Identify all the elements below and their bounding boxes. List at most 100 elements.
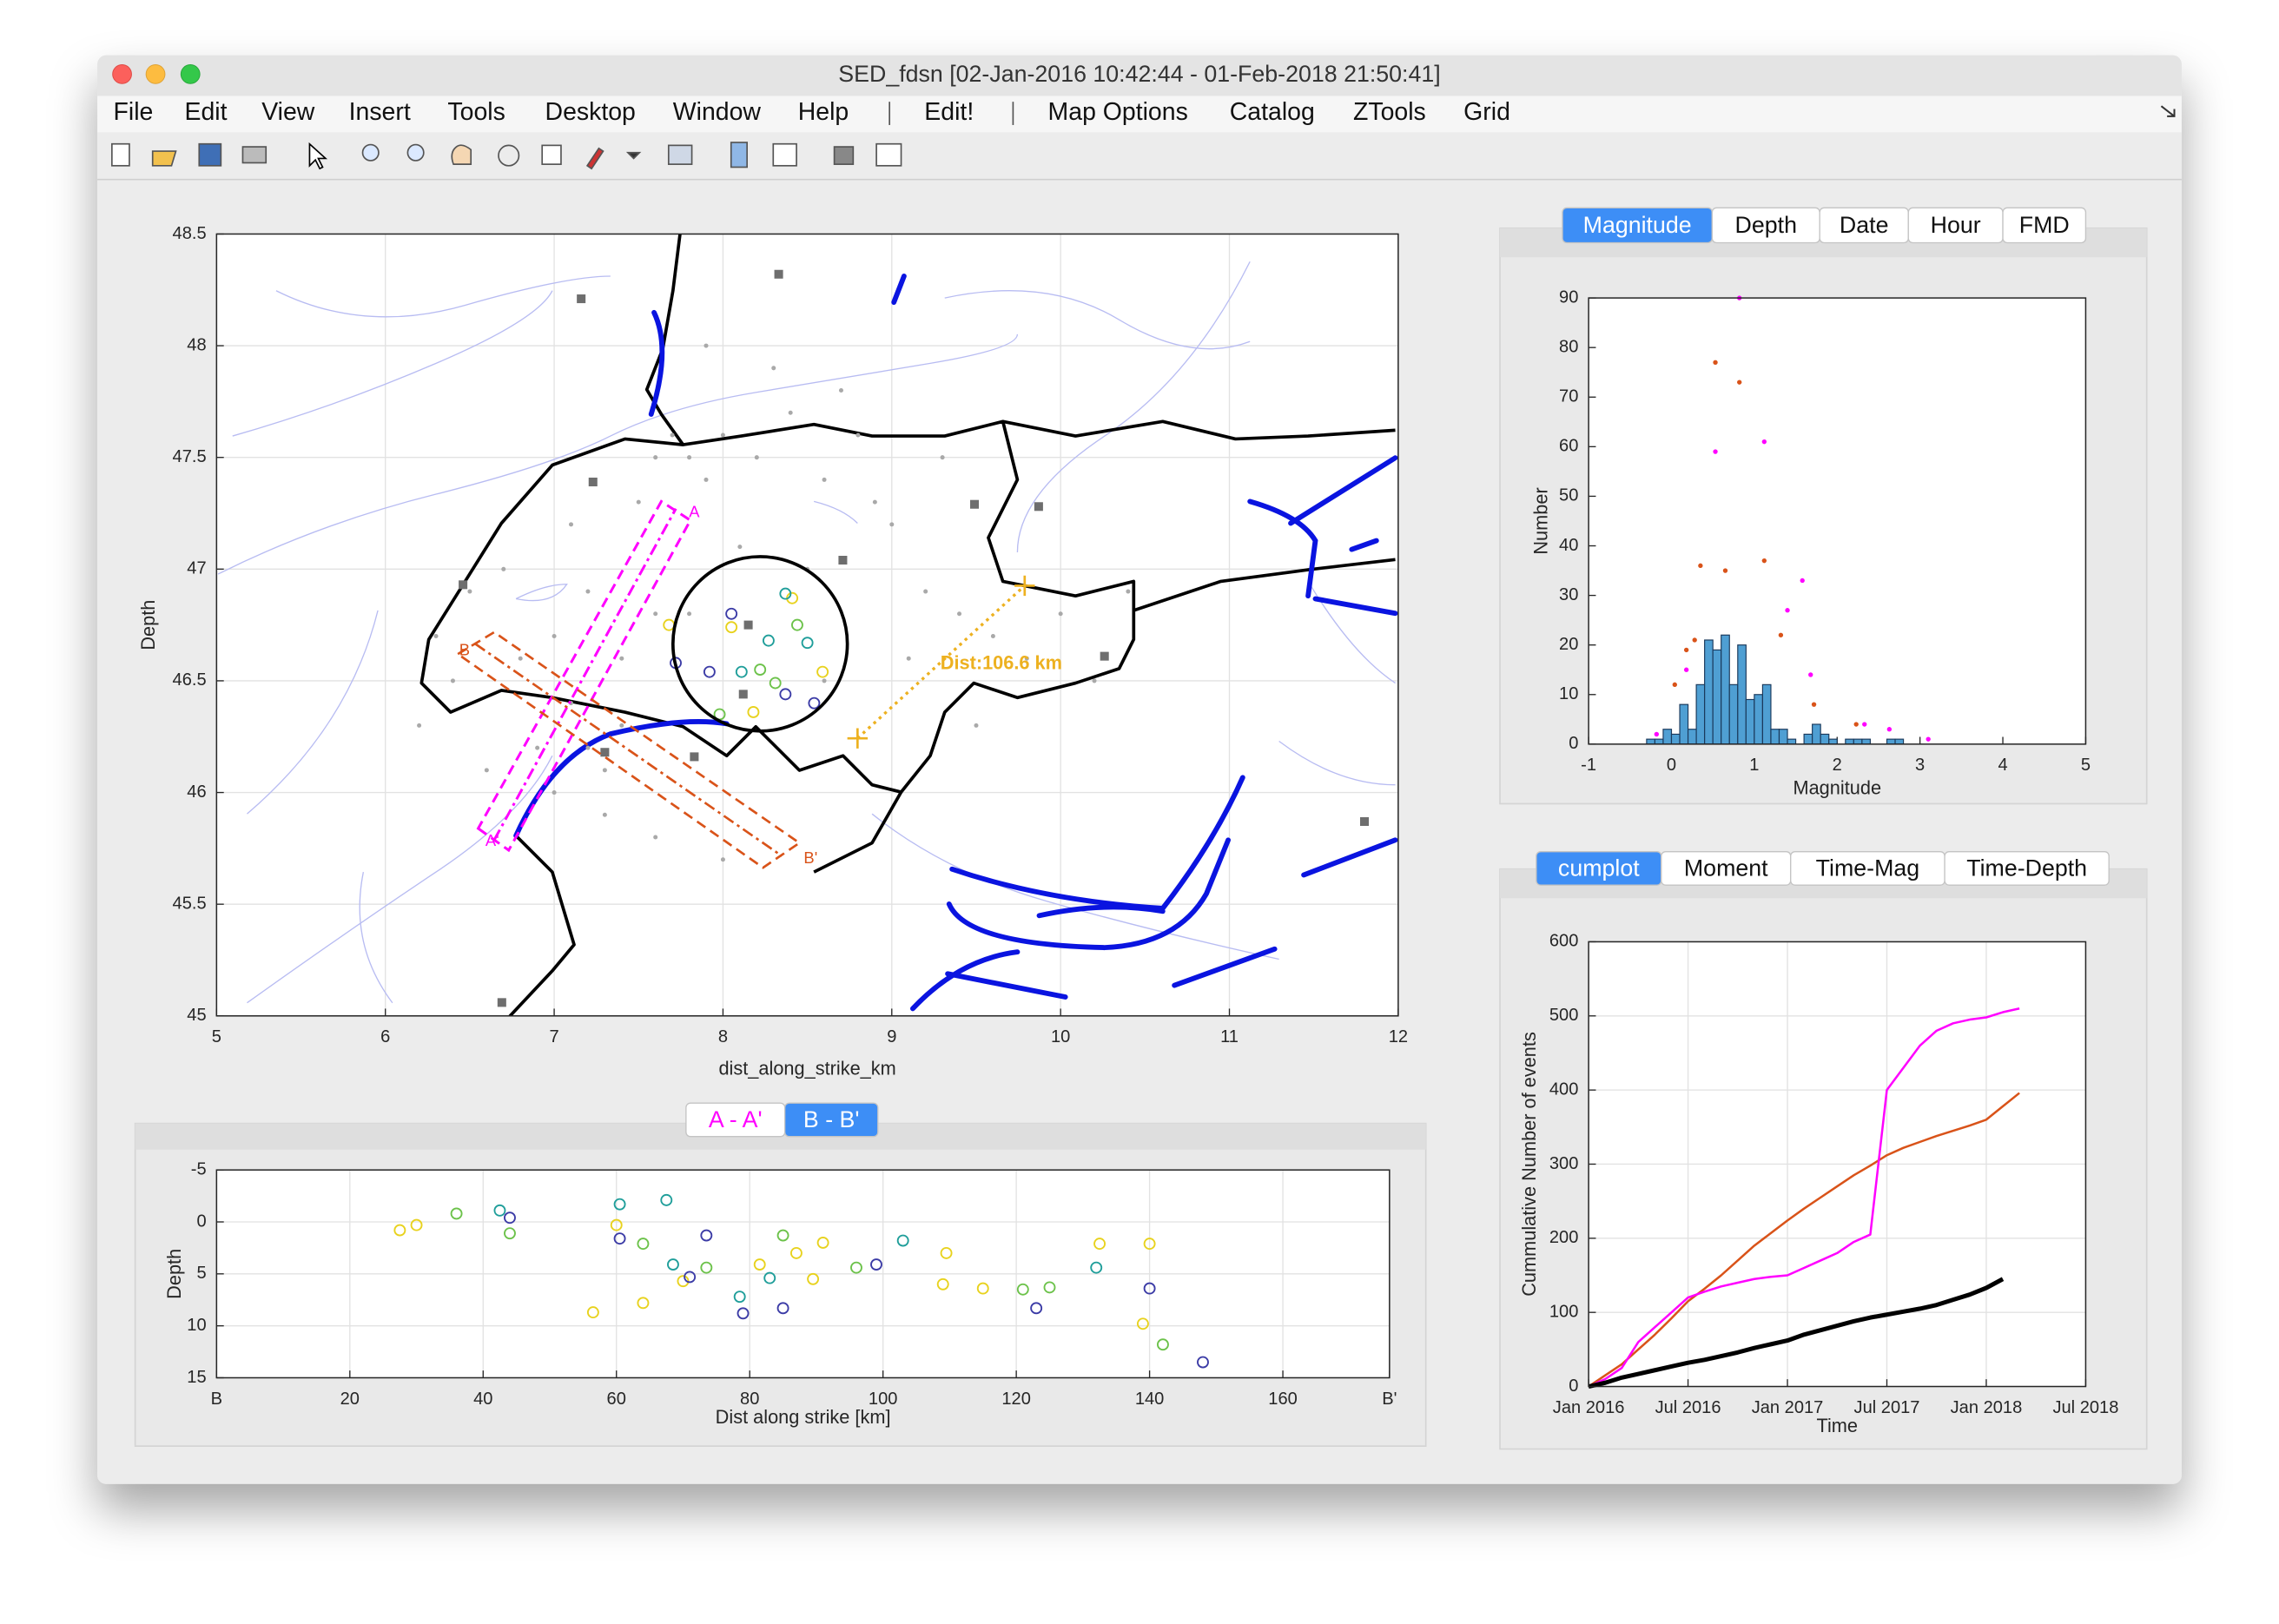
y-tick-label: 100 (1549, 1302, 1579, 1321)
tab-label[interactable]: Magnitude (1583, 212, 1692, 238)
point (1761, 558, 1767, 564)
menu-item[interactable]: Grid (1463, 98, 1510, 126)
tab-label[interactable]: Moment (1684, 855, 1768, 881)
y-tick-label: 80 (1559, 337, 1578, 356)
profile-a-axis (492, 508, 677, 842)
event (838, 388, 843, 393)
event (700, 1229, 713, 1242)
point (1698, 563, 1703, 569)
new-icon[interactable] (111, 142, 130, 167)
zoom-in-icon[interactable] (361, 143, 380, 162)
bar (1687, 729, 1697, 745)
x-tick-label: Jan 2018 (1951, 1398, 2023, 1417)
x-tick-label: 160 (1268, 1390, 1298, 1409)
event (771, 366, 776, 371)
event (501, 566, 506, 571)
histogram-background (1589, 298, 2086, 744)
legend-icon[interactable] (772, 142, 797, 167)
point (1853, 722, 1859, 727)
close-button[interactable] (112, 63, 132, 84)
tab[interactable] (1944, 851, 2110, 886)
menu-item[interactable]: View (261, 98, 315, 126)
station (459, 580, 468, 590)
minimize-button[interactable] (145, 63, 166, 84)
brush-icon[interactable] (585, 147, 604, 170)
event (763, 1271, 776, 1284)
event (1157, 1338, 1169, 1351)
event (613, 1198, 626, 1211)
menu-expand[interactable] (2160, 105, 2176, 117)
menu-item[interactable]: Help (798, 98, 849, 126)
x-tick-label: 8 (718, 1027, 728, 1046)
save-icon[interactable] (198, 142, 222, 167)
print-icon[interactable] (241, 146, 268, 164)
event (585, 745, 591, 750)
event (493, 1204, 506, 1217)
zoom-button[interactable] (180, 63, 201, 84)
y-tick-label: 46.5 (173, 670, 207, 690)
event (653, 835, 658, 840)
menu-item[interactable]: Edit (185, 98, 228, 126)
menu-item[interactable]: Map Options (1048, 98, 1188, 126)
tab-label[interactable]: Depth (1735, 212, 1797, 238)
event (754, 455, 759, 460)
event (677, 1275, 690, 1288)
pointer-icon[interactable] (308, 142, 328, 170)
tab-label[interactable]: FMD (2019, 212, 2070, 238)
bar (1861, 738, 1872, 745)
tab[interactable] (784, 1102, 879, 1138)
y-tick-label: 45 (187, 1006, 206, 1025)
tab-label[interactable]: Date (1840, 212, 1889, 238)
station (1034, 502, 1043, 512)
map-features (217, 234, 1398, 1016)
y-tick-label: 200 (1549, 1228, 1579, 1247)
menu-item[interactable]: File (114, 98, 154, 126)
rotate-icon[interactable] (498, 144, 520, 167)
data-cursor-icon[interactable] (541, 144, 562, 165)
tab-label[interactable]: B - B' (803, 1106, 860, 1132)
y-tick-label: 47.5 (173, 447, 207, 466)
zoom-out-icon[interactable] (406, 143, 425, 162)
tab-label[interactable]: Hour (1931, 212, 1981, 238)
colorbar-icon[interactable] (730, 142, 748, 168)
profile-label: A' (486, 831, 499, 849)
link-icon[interactable] (667, 144, 693, 165)
menu-item[interactable]: Desktop (545, 98, 636, 126)
tab-label[interactable]: A - A' (709, 1106, 763, 1132)
event (684, 1271, 697, 1284)
x-axis-label: Magnitude (1793, 776, 1881, 798)
tab-label[interactable]: cumplot (1558, 855, 1640, 881)
event (850, 1261, 862, 1274)
menu-item[interactable]: Window (673, 98, 762, 126)
selection-circle[interactable] (670, 555, 849, 733)
event (704, 477, 709, 482)
x-axis-label: Time (1816, 1415, 1858, 1436)
x-tick-label: 3 (1915, 756, 1925, 775)
menu-item[interactable]: Tools (447, 98, 505, 126)
event (822, 678, 827, 683)
event (776, 1302, 789, 1315)
dock-icon[interactable] (875, 142, 902, 167)
tab-label[interactable]: Time-Mag (1816, 855, 1919, 881)
distance-ends (847, 575, 1035, 749)
axes-frame (1588, 297, 2087, 745)
menu-item[interactable]: Insert (349, 98, 411, 126)
menu-item[interactable]: Edit! (924, 98, 974, 126)
profile-a[interactable] (476, 499, 692, 853)
tab-label[interactable]: Time-Depth (1966, 855, 2087, 881)
menu-item[interactable]: Catalog (1230, 98, 1315, 126)
event (636, 499, 641, 505)
tab[interactable] (2002, 207, 2087, 244)
hide-tools-icon[interactable] (833, 146, 855, 165)
station (774, 269, 783, 279)
menu-item[interactable]: ZTools (1353, 98, 1426, 126)
event (1143, 1282, 1156, 1295)
open-icon[interactable] (151, 150, 177, 167)
bar (1778, 729, 1788, 745)
pan-icon[interactable] (451, 144, 472, 165)
point (1692, 637, 1697, 643)
x-tick-label: 9 (887, 1027, 896, 1046)
profile-b[interactable] (455, 630, 802, 869)
brush-dropdown[interactable] (625, 151, 642, 160)
event (504, 1211, 516, 1225)
